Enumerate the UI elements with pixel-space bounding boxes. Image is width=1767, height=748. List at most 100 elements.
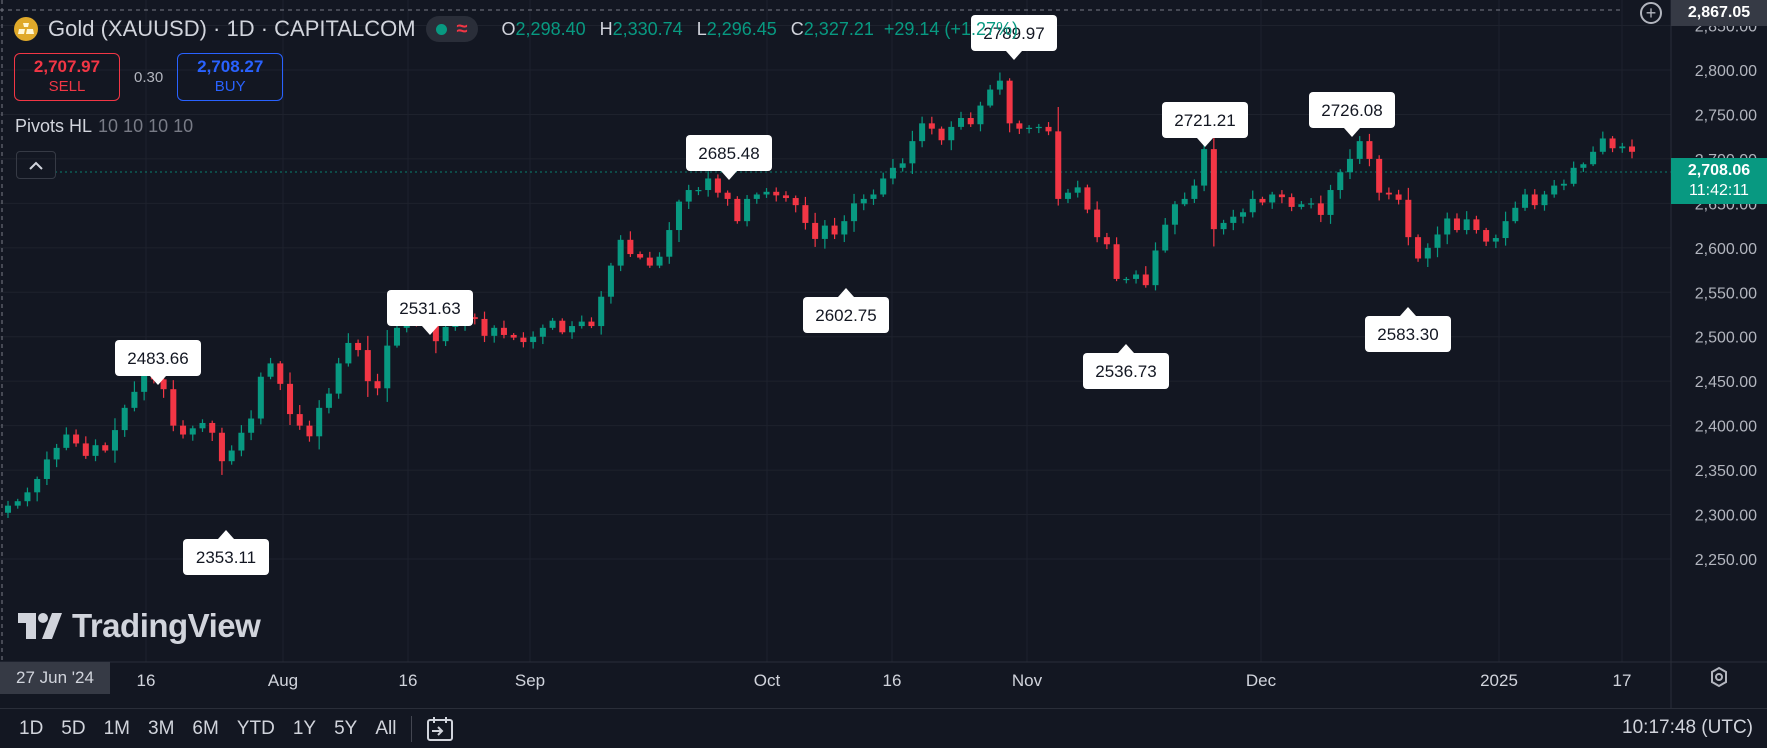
candle-body — [1201, 149, 1208, 186]
candle-body — [1502, 221, 1509, 239]
candle — [1064, 188, 1071, 204]
candle-body — [841, 221, 848, 235]
candle-body — [63, 434, 70, 448]
candle-body — [812, 222, 819, 239]
candle-body — [189, 428, 196, 435]
candle — [851, 193, 858, 232]
range-6m-button[interactable]: 6M — [192, 717, 219, 739]
range-5y-button[interactable]: 5Y — [334, 717, 358, 739]
candle-body — [53, 447, 60, 460]
candle — [753, 192, 760, 204]
goto-date-icon[interactable] — [426, 716, 454, 742]
collapse-legend-button[interactable] — [16, 151, 56, 179]
candle — [1162, 218, 1169, 253]
pivot-high-label: 2685.48 — [686, 135, 772, 180]
candle — [34, 476, 41, 502]
candle-body — [393, 327, 400, 346]
time-tick-label: 16 — [883, 671, 902, 690]
range-all-button[interactable]: All — [375, 717, 397, 739]
utc-clock[interactable]: 10:17:48 (UTC) — [1622, 717, 1753, 738]
candle — [928, 116, 935, 135]
candle — [530, 331, 537, 349]
sell-price: 2,707.97 — [33, 57, 101, 76]
candle — [734, 196, 741, 224]
candle — [1337, 169, 1344, 199]
candle-body — [1162, 224, 1169, 251]
range-1y-button[interactable]: 1Y — [292, 717, 317, 739]
candle-body — [1483, 230, 1490, 242]
candle — [170, 380, 177, 432]
candle — [637, 251, 644, 260]
candle-body — [1356, 141, 1363, 159]
range-5d-button[interactable]: 5D — [61, 717, 86, 739]
candle — [1327, 184, 1334, 224]
candle — [481, 311, 488, 343]
candle-body — [141, 366, 148, 392]
candle-body — [1590, 151, 1597, 165]
candle-body — [773, 191, 780, 196]
market-status-pill[interactable]: ≈ — [425, 16, 478, 42]
indicator-name: Pivots HL — [15, 116, 93, 136]
candle — [442, 325, 449, 347]
candle-body — [919, 123, 926, 142]
candle — [1385, 187, 1392, 200]
candle-body — [1035, 126, 1042, 129]
candle-body — [1064, 192, 1071, 199]
range-3m-button[interactable]: 3M — [148, 717, 175, 739]
price-tick-label: 2,300.00 — [1695, 508, 1757, 525]
candle — [1288, 193, 1295, 212]
candle-body — [851, 203, 858, 222]
time-tick-label: Nov — [1012, 671, 1043, 690]
price-scale-bg — [1671, 0, 1767, 662]
candle-body — [1492, 238, 1499, 242]
candle — [1356, 136, 1363, 164]
candle — [919, 116, 926, 148]
add-plus-icon[interactable]: + — [1640, 2, 1662, 24]
candle — [325, 388, 332, 414]
symbol-title[interactable]: Gold (XAUUSD) · 1D · CAPITALCOM — [48, 16, 416, 41]
candle-body — [73, 434, 80, 444]
candle — [1541, 190, 1548, 211]
candle — [695, 187, 702, 196]
candle — [1346, 149, 1354, 180]
time-tick-label: Dec — [1246, 671, 1277, 690]
indicator-params: 10 10 10 10 — [98, 116, 194, 136]
sell-button[interactable]: 2,707.97 SELL — [14, 53, 120, 101]
candle — [646, 251, 653, 268]
candle — [4, 500, 12, 518]
candle — [1298, 201, 1305, 210]
candle — [802, 196, 809, 230]
range-1m-button[interactable]: 1M — [103, 717, 130, 739]
candle — [1512, 201, 1519, 224]
candle-body — [588, 321, 595, 327]
time-tick-label: Oct — [754, 671, 781, 690]
price-tick-label: 2,800.00 — [1695, 63, 1757, 80]
candle-body — [170, 389, 177, 426]
candle — [792, 195, 799, 213]
time-tick-label: 2025 — [1480, 671, 1518, 690]
candle-body — [471, 317, 478, 319]
buy-button[interactable]: 2,708.27 BUY — [177, 53, 284, 101]
candle — [889, 158, 896, 185]
candle-body — [1249, 198, 1256, 213]
candle — [500, 320, 507, 339]
candle-body — [685, 190, 692, 202]
candle — [286, 372, 294, 426]
candle — [1599, 131, 1606, 155]
candle — [1424, 243, 1431, 267]
range-ytd-button[interactable]: YTD — [236, 717, 275, 739]
candle — [1308, 198, 1315, 209]
chart-settings-gear-icon[interactable] — [1708, 666, 1730, 693]
range-1d-button[interactable]: 1D — [19, 717, 44, 739]
candle — [316, 400, 323, 450]
price-tick-label: 2,250.00 — [1695, 552, 1757, 569]
candle-body — [218, 432, 225, 462]
pivot-low-label: 2602.75 — [803, 288, 889, 333]
candle-body — [209, 422, 216, 433]
candle-body — [967, 118, 974, 125]
indicator-legend[interactable]: Pivots HL 10 10 10 10 — [15, 116, 193, 137]
candle-body — [1599, 138, 1606, 152]
candle — [1210, 124, 1217, 247]
svg-text:2685.48: 2685.48 — [698, 144, 759, 163]
